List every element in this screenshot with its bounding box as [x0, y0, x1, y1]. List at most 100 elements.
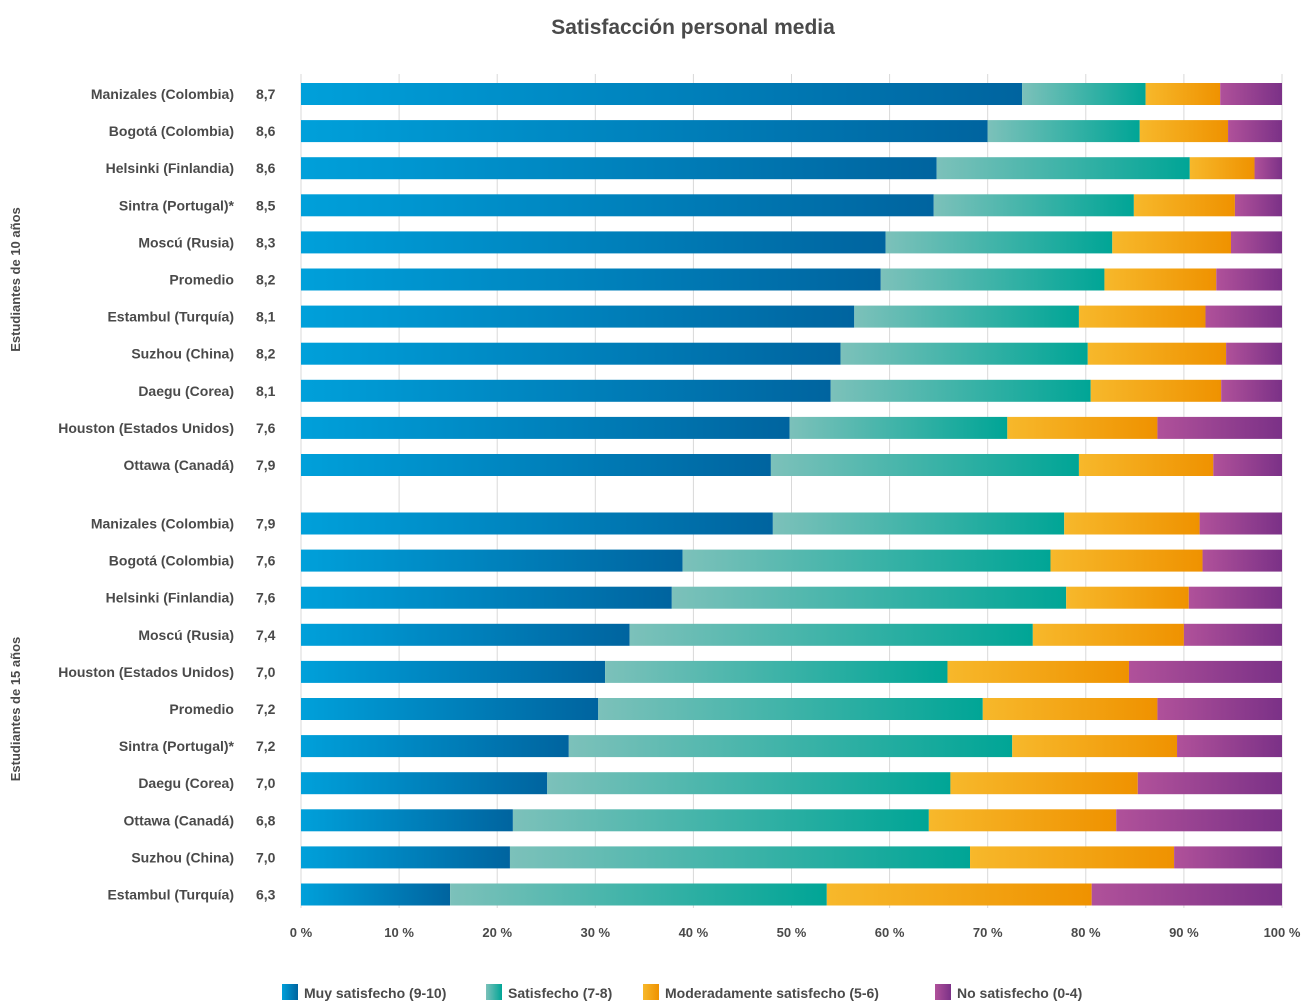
bar-segment-1 — [301, 416, 790, 439]
city-label: Bogotá (Colombia) — [109, 123, 234, 139]
x-tick-label: 80 % — [1071, 925, 1101, 940]
bar-segment-1 — [301, 809, 513, 832]
score-label: 7,0 — [256, 775, 276, 791]
bar-segment-4 — [1220, 83, 1282, 105]
bar-segment-2 — [933, 194, 1134, 217]
legend-swatch-1 — [282, 984, 298, 1000]
bar-segment-4 — [1174, 846, 1282, 869]
chart-title: Satisfacción personal media — [551, 16, 835, 39]
bar-segment-2 — [450, 883, 827, 906]
bar-segment-4 — [1230, 231, 1282, 254]
city-label: Sintra (Portugal)* — [119, 197, 235, 213]
score-label: 7,6 — [256, 590, 276, 606]
bar-segment-2 — [605, 660, 948, 683]
x-tick-label: 60 % — [875, 925, 905, 940]
x-tick-label: 30 % — [580, 925, 610, 940]
bar-segment-3 — [1087, 342, 1227, 365]
legend: Muy satisfecho (9-10) Satisfecho (7-8) Mod… — [282, 984, 1082, 1001]
bar-segment-4 — [1221, 379, 1282, 402]
bar-segment-3 — [970, 846, 1175, 869]
bar-segment-1 — [301, 735, 569, 758]
bar-segment-4 — [1183, 623, 1282, 646]
city-label: Helsinki (Finlandia) — [106, 160, 234, 176]
bar-segment-2 — [936, 157, 1190, 180]
bar-segment-4 — [1234, 194, 1282, 217]
bar-segment-3 — [1032, 623, 1184, 646]
bar-segment-3 — [1133, 194, 1235, 217]
row-labels: Manizales (Colombia) 8,7 Bogotá (Colombia)… — [8, 86, 276, 903]
bar-segment-2 — [770, 454, 1079, 476]
city-label: Promedio — [169, 701, 234, 717]
score-label: 8,3 — [256, 234, 276, 250]
bar-segment-4 — [1128, 660, 1282, 683]
city-label: Estambul (Turquía) — [107, 887, 234, 903]
city-label: Manizales (Colombia) — [91, 86, 234, 102]
bar-segment-4 — [1116, 809, 1282, 832]
score-label: 7,6 — [256, 420, 276, 436]
city-label: Estambul (Turquía) — [107, 309, 234, 325]
bar-segment-2 — [789, 416, 1008, 439]
bar-segment-1 — [301, 883, 451, 906]
bar-segment-2 — [682, 549, 1051, 572]
bar-segment-1 — [301, 623, 630, 646]
bar-segment-2 — [568, 735, 1013, 758]
bar-segment-3 — [1012, 735, 1178, 758]
score-label: 6,8 — [256, 812, 276, 828]
legend-label-3: Moderadamente satisfecho (5-6) — [665, 985, 879, 1001]
bar-segment-1 — [301, 454, 771, 476]
bar-segment-2 — [1022, 83, 1146, 105]
bar-segment-2 — [598, 698, 983, 720]
bar-segment-4 — [1091, 883, 1282, 906]
score-label: 8,1 — [256, 309, 276, 325]
city-label: Bogotá (Colombia) — [109, 553, 234, 569]
bar-segment-1 — [301, 698, 599, 720]
bar-segment-2 — [547, 772, 951, 795]
x-tick-label: 40 % — [679, 925, 709, 940]
city-label: Helsinki (Finlandia) — [106, 590, 234, 606]
score-label: 8,1 — [256, 383, 276, 399]
city-label: Sintra (Portugal)* — [119, 738, 235, 754]
legend-label-2: Satisfecho (7-8) — [508, 985, 612, 1001]
city-label: Moscú (Rusia) — [138, 627, 234, 643]
bar-segment-3 — [1066, 586, 1189, 609]
score-label: 7,9 — [256, 516, 276, 532]
score-label: 7,4 — [256, 627, 276, 643]
legend-swatch-4 — [935, 984, 951, 1000]
bar-segment-2 — [512, 809, 929, 832]
city-label: Suzhou (China) — [131, 849, 234, 865]
bar-segment-3 — [1145, 83, 1221, 105]
bar-segment-3 — [1064, 512, 1200, 535]
bar-segment-4 — [1188, 586, 1282, 609]
score-label: 8,2 — [256, 346, 276, 362]
score-label: 7,2 — [256, 738, 276, 754]
bar-segment-1 — [301, 549, 683, 572]
bar-segment-4 — [1157, 416, 1282, 439]
score-label: 8,6 — [256, 160, 276, 176]
score-label: 7,9 — [256, 457, 276, 473]
bar-segment-2 — [772, 512, 1065, 535]
group-label: Estudiantes de 15 años — [8, 637, 23, 782]
bar-segment-4 — [1157, 698, 1282, 720]
city-label: Moscú (Rusia) — [138, 234, 234, 250]
bar-segment-3 — [1090, 379, 1222, 402]
bar-segment-4 — [1228, 120, 1282, 143]
bar-segment-2 — [885, 231, 1113, 254]
city-label: Daegu (Corea) — [138, 775, 234, 791]
bar-segment-1 — [301, 120, 988, 143]
legend-swatch-2 — [486, 984, 502, 1000]
score-label: 7,2 — [256, 701, 276, 717]
bar-segment-1 — [301, 846, 510, 869]
bar-segment-4 — [1226, 342, 1282, 365]
bar-segment-1 — [301, 379, 831, 402]
bar-segment-4 — [1199, 512, 1282, 535]
city-label: Houston (Estados Unidos) — [58, 664, 234, 680]
legend-swatch-3 — [643, 984, 659, 1000]
bar-segment-4 — [1254, 157, 1282, 180]
bar-segment-3 — [982, 698, 1158, 720]
bar-segment-3 — [1007, 416, 1158, 439]
city-label: Ottawa (Canadá) — [124, 457, 234, 473]
legend-label-1: Muy satisfecho (9-10) — [304, 985, 446, 1001]
bar-segment-3 — [928, 809, 1117, 832]
bar-segment-1 — [301, 268, 881, 291]
score-label: 7,0 — [256, 664, 276, 680]
